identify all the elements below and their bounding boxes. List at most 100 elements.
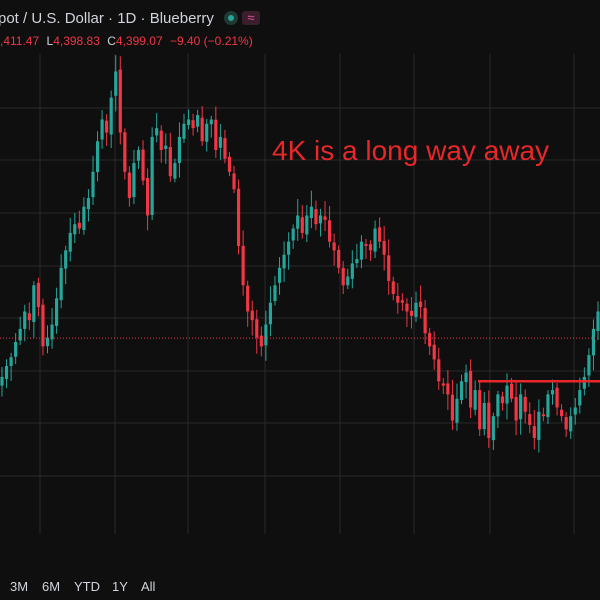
candle-body-114 [519, 394, 523, 420]
candle-body-99 [450, 394, 455, 421]
candle-body-95 [432, 344, 436, 360]
price-chart[interactable]: 4K is a long way away 2026FebMarAprMayJu… [0, 54, 600, 534]
candle-body-76 [346, 276, 350, 286]
candle-body-101 [459, 381, 464, 401]
candle-body-6 [27, 313, 31, 321]
candle-body-22 [100, 119, 104, 140]
candle-body-51 [232, 173, 236, 190]
candle-body-77 [350, 263, 354, 279]
candle-body-10 [45, 337, 50, 347]
candle-body-80 [364, 244, 368, 246]
candle-body-102 [464, 372, 468, 383]
candle-body-52 [236, 188, 241, 246]
candle-body-49 [223, 138, 227, 159]
candle-body-31 [141, 149, 145, 181]
candle-body-7 [32, 285, 36, 322]
candle-body-126 [573, 407, 577, 415]
candle-body-35 [159, 130, 163, 150]
range-button-all[interactable]: All [141, 579, 156, 594]
candle-body-66 [300, 217, 304, 233]
candle-body-69 [314, 209, 318, 225]
candle-body-39 [177, 136, 182, 163]
range-button-1y[interactable]: 1Y [112, 579, 128, 594]
candle-body-23 [105, 120, 109, 133]
candle-body-73 [332, 242, 336, 251]
candle-body-107 [487, 402, 491, 438]
candle-body-8 [36, 282, 40, 308]
range-bar: 3M 6M YTD 1Y All [0, 570, 600, 600]
candle-body-105 [478, 390, 482, 430]
candle-body-115 [523, 396, 527, 412]
candle-body-53 [241, 245, 245, 286]
candle-body-1 [4, 366, 9, 379]
candle-body-0 [0, 376, 4, 386]
symbol-title[interactable]: pot / U.S. Dollar · 1D · Blueberry [0, 9, 214, 27]
candle-body-104 [473, 390, 477, 410]
candle-body-17 [77, 222, 81, 229]
range-button-3m[interactable]: 3M [10, 579, 29, 594]
candle-body-92 [418, 301, 423, 308]
candle-body-120 [546, 394, 550, 418]
candle-body-124 [564, 417, 568, 430]
candle-body-121 [550, 390, 555, 395]
candle-body-26 [118, 69, 122, 133]
candle-body-20 [91, 171, 95, 198]
candle-body-119 [541, 414, 545, 417]
wave-icon[interactable]: ≈ [241, 11, 260, 25]
low-label: L [46, 34, 54, 48]
candle-body-97 [441, 383, 445, 386]
range-button-6m[interactable]: 6M [42, 579, 61, 594]
candle-body-12 [55, 298, 59, 326]
candle-body-110 [500, 396, 505, 404]
candle-body-79 [359, 241, 364, 260]
candle-body-103 [469, 370, 473, 408]
candle-body-125 [569, 416, 573, 432]
close-value: 4,399.07 [115, 34, 163, 48]
candle-body-37 [168, 147, 172, 177]
candle-body-44 [200, 117, 204, 142]
candle-body-5 [23, 311, 27, 329]
green-dot-icon[interactable] [223, 11, 238, 25]
candle-body-130 [591, 328, 596, 356]
chart-header: pot / U.S. Dollar · 1D · Blueberry ≈ ,41… [0, 0, 600, 54]
candle-body-30 [136, 150, 141, 161]
candlestick-series [0, 55, 600, 453]
candle-body-41 [186, 119, 191, 125]
candle-body-70 [318, 215, 323, 224]
candle-body-118 [537, 411, 541, 440]
candle-body-131 [596, 311, 600, 331]
candle-body-117 [532, 425, 536, 438]
candle-body-111 [505, 385, 509, 404]
candle-body-82 [373, 228, 377, 252]
candle-body-28 [127, 172, 131, 198]
candle-body-72 [327, 220, 332, 242]
candle-body-106 [482, 403, 486, 430]
candle-body-36 [164, 145, 168, 149]
candle-body-4 [18, 328, 22, 341]
candle-body-109 [496, 394, 500, 417]
chart-annotation[interactable]: 4K is a long way away [272, 135, 549, 166]
change-value: −9.40 (−0.21%) [169, 34, 253, 48]
candle-body-43 [196, 115, 200, 127]
close-label: C [107, 34, 116, 48]
candle-body-129 [587, 355, 591, 376]
candle-body-86 [391, 281, 395, 294]
candle-body-9 [41, 304, 45, 347]
candle-body-84 [382, 240, 386, 255]
candle-body-116 [528, 414, 532, 425]
range-button-ytd[interactable]: YTD [74, 579, 100, 594]
candle-body-3 [14, 342, 18, 357]
candle-body-62 [282, 254, 286, 269]
candle-body-63 [287, 241, 291, 255]
candle-body-45 [205, 123, 209, 142]
candle-body-88 [400, 300, 404, 303]
candle-body-112 [509, 383, 514, 399]
candle-body-32 [145, 177, 150, 216]
candle-body-122 [555, 387, 559, 408]
candle-body-16 [73, 224, 77, 235]
low-value: 4,398.83 [53, 34, 100, 48]
candle-body-74 [337, 250, 341, 268]
candle-body-90 [409, 310, 414, 316]
candle-body-38 [173, 163, 177, 179]
candle-body-67 [305, 215, 309, 235]
